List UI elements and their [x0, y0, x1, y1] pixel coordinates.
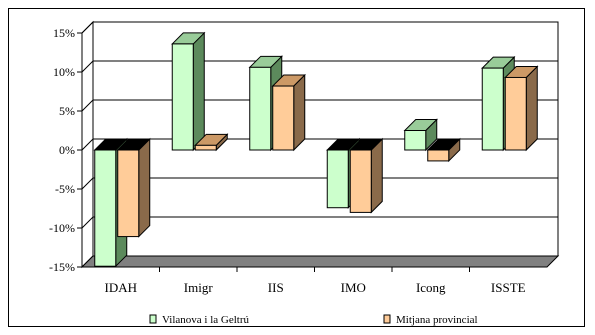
bar-mitjana-idah-front — [117, 149, 140, 238]
bar-vilanova-isste-front — [481, 67, 504, 151]
bar-mitjana-idah-side — [138, 137, 151, 238]
y-tick-label: -10% — [49, 221, 75, 235]
bar-chart: -15% -10% -5% 0% 5% 10% 15% IDAH Imigr IIS IMO Ico… — [49, 20, 560, 326]
x-tick-label: Imigr — [184, 280, 214, 295]
bar-vilanova-imo-front — [326, 149, 349, 209]
bar-mitjana-iis-front — [272, 85, 295, 151]
y-tick-label: -15% — [49, 260, 75, 274]
legend-swatch — [383, 314, 391, 324]
bar-mitjana-isste — [504, 65, 539, 152]
y-tick-label: 15% — [53, 26, 75, 40]
bar-mitjana-isste-side — [525, 65, 538, 152]
gridline — [81, 177, 558, 190]
bar-vilanova-iis-front — [249, 66, 272, 151]
bar-vilanova-imigr-front — [171, 43, 194, 151]
y-tick-label: 10% — [53, 65, 75, 79]
chart-frame: -15% -10% -5% 0% 5% 10% 15% IDAH Imigr IIS IMO Ico… — [8, 8, 585, 327]
x-tick-label: IIS — [268, 280, 284, 295]
x-axis-labels: IDAH Imigr IIS IMO Icong ISSTE — [82, 266, 547, 295]
gridline — [81, 60, 558, 73]
legend-swatch — [149, 314, 157, 324]
bar-vilanova-idah-front — [94, 149, 117, 267]
bar-mitjana-imo-front — [349, 149, 372, 213]
gridline — [81, 21, 558, 34]
legend-item-mitjana: Mitjana provincial — [383, 314, 478, 326]
y-tick-label: 5% — [59, 104, 75, 118]
legend: Vilanova i la Geltrú Mitjana provincial — [149, 314, 478, 326]
x-tick-label: Icong — [416, 280, 446, 295]
legend-item-vilanova: Vilanova i la Geltrú — [149, 314, 250, 326]
y-tick-label: -5% — [55, 182, 75, 196]
legend-label: Vilanova i la Geltrú — [162, 314, 250, 326]
bar-mitjana-imigr — [194, 133, 229, 152]
x-tick-label: IDAH — [105, 280, 138, 295]
bars — [93, 31, 539, 268]
bar-mitjana-imo — [349, 137, 384, 214]
bar-mitjana-idah — [116, 137, 151, 238]
gridline — [81, 138, 558, 151]
bar-vilanova-icong-front — [404, 130, 427, 151]
floor-plane — [80, 255, 560, 268]
x-tick-label: IMO — [341, 280, 366, 295]
gridline — [81, 99, 558, 112]
bar-vilanova-icong — [403, 118, 438, 152]
legend-label: Mitjana provincial — [396, 314, 478, 326]
bar-mitjana-iis-side — [293, 73, 306, 152]
chart-floor — [80, 255, 560, 268]
y-axis-ticks: -15% -10% -5% 0% 5% 10% 15% — [49, 26, 83, 274]
bar-mitjana-imigr-front — [194, 144, 217, 151]
bar-mitjana-isste-front — [504, 76, 527, 151]
bar-mitjana-icong-front — [427, 149, 450, 162]
bar-mitjana-imo-side — [370, 137, 383, 214]
bar-mitjana-icong — [426, 137, 461, 163]
bar-mitjana-iis — [271, 73, 306, 152]
gridline — [81, 216, 558, 229]
bar-vilanova-imigr-side — [192, 31, 205, 152]
bar-vilanova-imigr — [171, 31, 206, 152]
y-tick-label: 0% — [59, 143, 75, 157]
x-tick-label: ISSTE — [491, 280, 526, 295]
